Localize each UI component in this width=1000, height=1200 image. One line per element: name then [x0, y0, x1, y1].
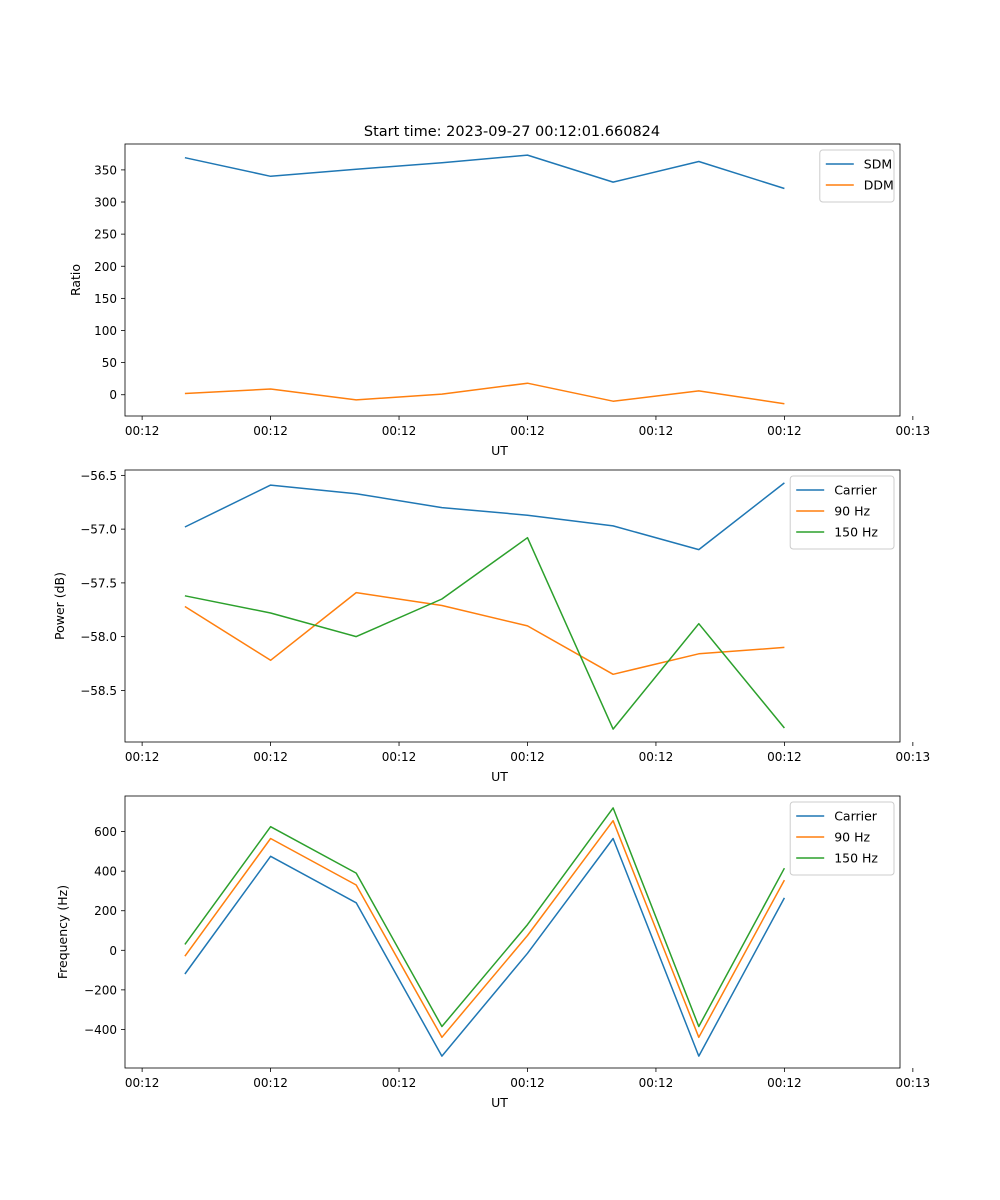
- y-tick-label: 100: [94, 324, 117, 338]
- x-tick-label: 00:13: [896, 1076, 931, 1090]
- legend-label-90-hz: 90 Hz: [834, 504, 870, 519]
- ratio-panel: 00:12 00:12 00:12 00:12 00:12 00:12 00:13 0 50 10…: [68, 143, 931, 458]
- x-tick-label: 00:12: [639, 750, 674, 764]
- y-tick-label: −58.0: [80, 630, 117, 644]
- series-line-90-hz: [184, 819, 786, 1039]
- y-tick-label: 350: [94, 163, 117, 177]
- y-tick-label: −57.0: [80, 523, 117, 537]
- x-tick-label: 00:12: [767, 424, 802, 438]
- series-line-90-hz: [184, 591, 785, 676]
- legend: SDM DDM: [819, 149, 895, 203]
- legend-label-ddm: DDM: [864, 178, 894, 193]
- x-tick-label: 00:12: [639, 424, 674, 438]
- x-tick-label: 00:12: [510, 424, 545, 438]
- series-line-carrier: [184, 837, 786, 1057]
- y-tick-label: −56.5: [80, 469, 117, 483]
- x-tick-label: 00:12: [510, 750, 545, 764]
- y-tick-label: 200: [94, 904, 117, 918]
- x-tick-label: 00:12: [767, 1076, 802, 1090]
- y-tick-label: 0: [109, 388, 117, 402]
- figure-title: Start time: 2023-09-27 00:12:01.660824: [364, 124, 660, 140]
- y-tick-label: −58.5: [80, 684, 117, 698]
- y-tick-label: 600: [94, 825, 117, 839]
- legend-label-carrier: Carrier: [834, 809, 878, 824]
- frequency-panel: 00:12 00:12 00:12 00:12 00:12 00:12 00:13 −400 −…: [55, 795, 931, 1110]
- x-tick-label: 00:12: [639, 1076, 674, 1090]
- legend-box: [819, 149, 895, 203]
- x-tick-label: 00:12: [510, 1076, 545, 1090]
- x-tick-label: 00:12: [125, 750, 160, 764]
- y-tick-label: 300: [94, 196, 117, 210]
- legend-label-sdm: SDM: [864, 157, 892, 172]
- y-axis-label: Frequency (Hz): [55, 885, 70, 979]
- x-axis-label: UT: [491, 1095, 508, 1110]
- y-tick-label: 250: [94, 228, 117, 242]
- y-tick-label: −57.5: [80, 576, 117, 590]
- legend: Carrier 90 Hz 150 Hz: [789, 801, 895, 876]
- series-line-ddm: [184, 382, 785, 405]
- legend: Carrier 90 Hz 150 Hz: [789, 475, 895, 550]
- series-line-sdm: [184, 154, 785, 190]
- x-tick-label: 00:12: [125, 1076, 160, 1090]
- plot-area-frame: [124, 469, 901, 743]
- x-tick-label: 00:12: [382, 424, 417, 438]
- y-axis-label: Power (dB): [52, 572, 67, 640]
- y-tick-label: 0: [109, 944, 117, 958]
- y-axis-label: Ratio: [68, 264, 83, 296]
- x-tick-label: 00:12: [382, 750, 417, 764]
- x-tick-label: 00:13: [896, 750, 931, 764]
- legend-label-150-hz: 150 Hz: [834, 525, 878, 540]
- plot-area-frame: [124, 143, 901, 417]
- x-tick-label: 00:12: [767, 750, 802, 764]
- x-tick-label: 00:12: [253, 1076, 288, 1090]
- y-tick-label: 150: [94, 292, 117, 306]
- legend-label-carrier: Carrier: [834, 483, 878, 498]
- legend-box: [789, 475, 895, 550]
- legend-label-150-hz: 150 Hz: [834, 851, 878, 866]
- x-axis-label: UT: [491, 443, 508, 458]
- power-panel: 00:12 00:12 00:12 00:12 00:12 00:12 00:13 −58.5…: [52, 469, 930, 784]
- x-axis-label: UT: [491, 769, 508, 784]
- plot-area-frame: [124, 795, 901, 1069]
- y-tick-label: 200: [94, 260, 117, 274]
- y-tick-label: −200: [84, 983, 117, 997]
- x-tick-label: 00:13: [896, 424, 931, 438]
- x-tick-label: 00:12: [253, 750, 288, 764]
- x-tick-label: 00:12: [382, 1076, 417, 1090]
- y-tick-label: 50: [102, 356, 117, 370]
- x-tick-label: 00:12: [253, 424, 288, 438]
- series-line-150-hz: [184, 807, 786, 1028]
- series-line-150-hz: [184, 536, 785, 730]
- legend-label-90-hz: 90 Hz: [834, 830, 870, 845]
- x-tick-label: 00:12: [125, 424, 160, 438]
- series-line-carrier: [184, 482, 785, 551]
- y-tick-label: 400: [94, 865, 117, 879]
- legend-box: [789, 801, 895, 876]
- y-tick-label: −400: [84, 1023, 117, 1037]
